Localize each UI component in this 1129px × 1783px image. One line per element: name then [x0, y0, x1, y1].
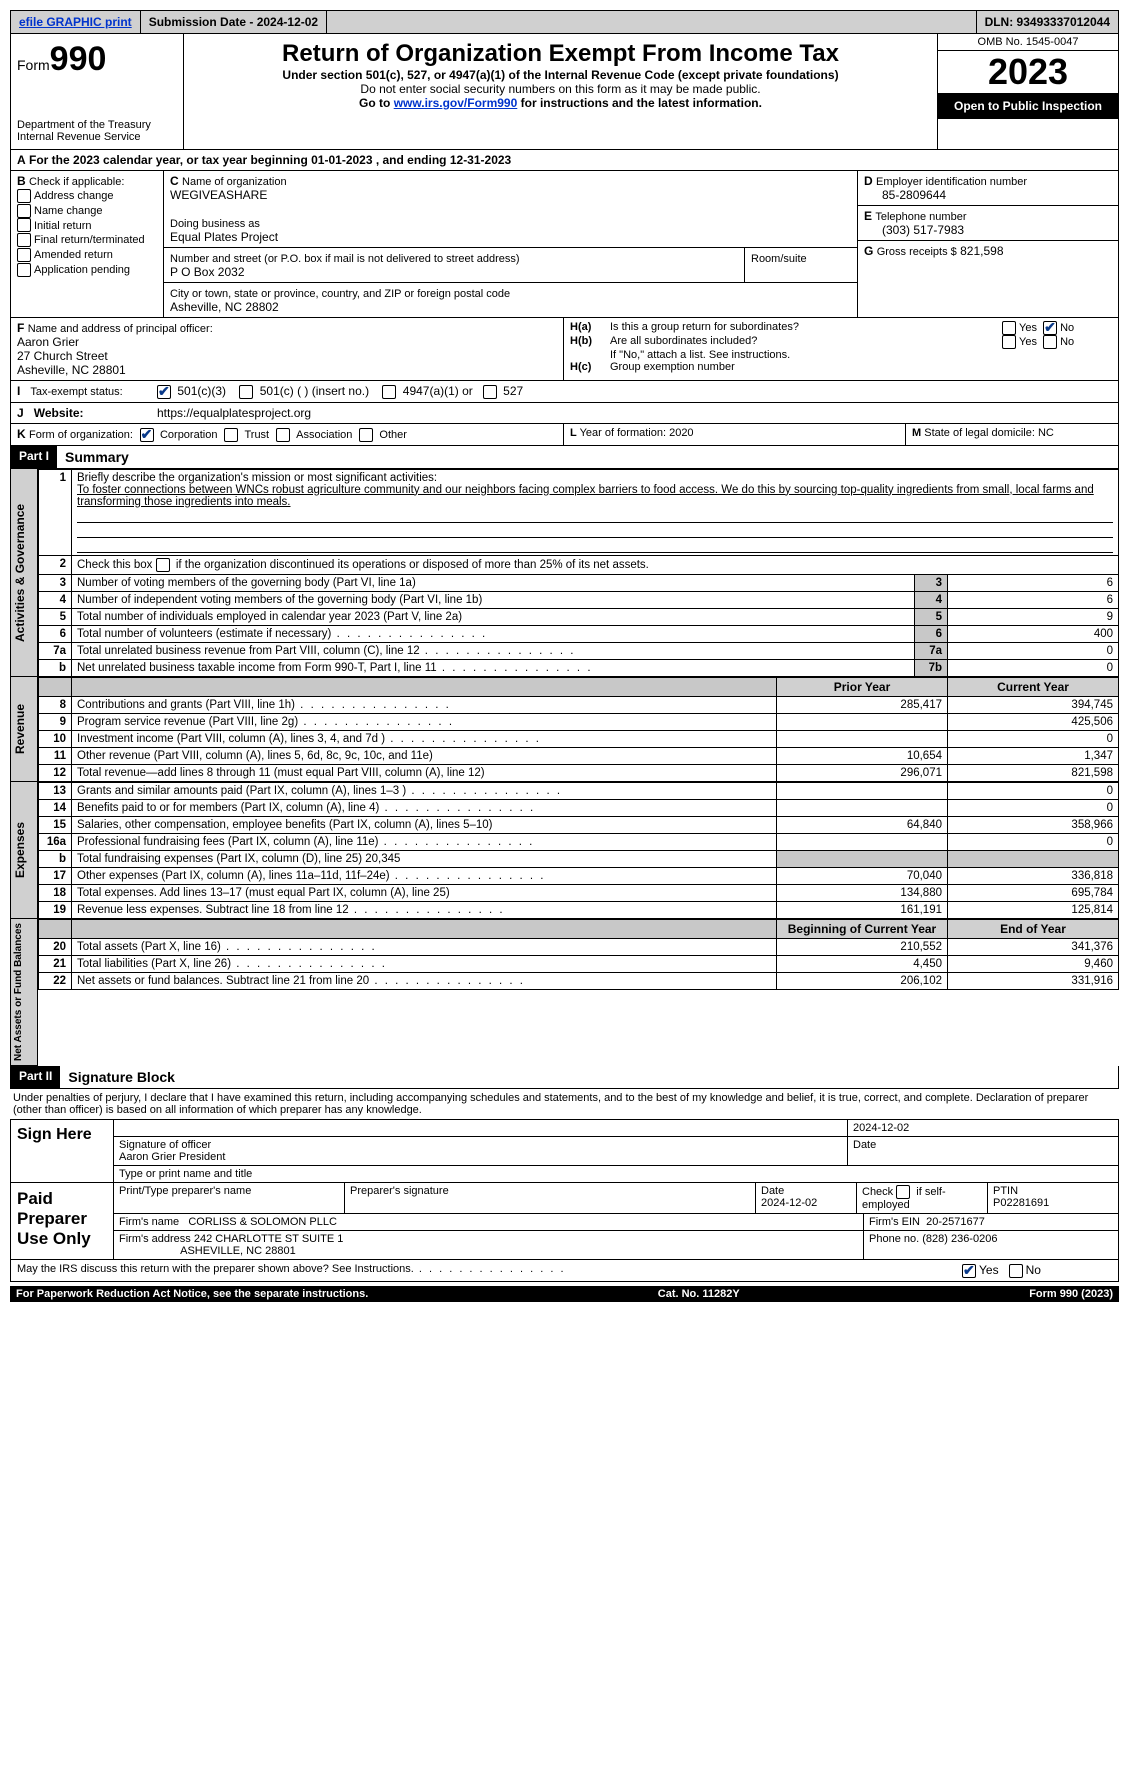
- net-assets-table: Beginning of Current YearEnd of Year 20T…: [38, 919, 1119, 990]
- checkbox-discuss-no[interactable]: [1009, 1264, 1023, 1278]
- part1-bar: Part I: [11, 446, 57, 468]
- dba-name: Equal Plates Project: [170, 230, 278, 244]
- checkbox-501c3[interactable]: [157, 385, 171, 399]
- checkbox-hb-no[interactable]: [1043, 335, 1057, 349]
- telephone: (303) 517-7983: [864, 223, 1112, 237]
- section-j: J Website: https://equalplatesproject.or…: [10, 403, 1119, 424]
- section-klm: K Form of organization: Corporation Trus…: [10, 424, 1119, 446]
- section-i: I Tax-exempt status: 501(c)(3) 501(c) ( …: [10, 381, 1119, 403]
- mission-text: To foster connections between WNCs robus…: [77, 484, 1094, 508]
- form-subtitle-2: Do not enter social security numbers on …: [190, 82, 931, 96]
- prep-date: 2024-12-02: [761, 1197, 817, 1209]
- checkbox-amended-return[interactable]: [17, 248, 31, 262]
- checkbox-corp[interactable]: [140, 428, 154, 442]
- tax-year: 2023: [938, 51, 1118, 93]
- firm-phone: (828) 236-0206: [922, 1233, 997, 1245]
- checkbox-4947[interactable]: [382, 385, 396, 399]
- street-address: P O Box 2032: [170, 265, 245, 279]
- summary-activities: 1 Briefly describe the organization's mi…: [38, 469, 1119, 677]
- expenses-table: 13Grants and similar amounts paid (Part …: [38, 782, 1119, 919]
- firm-ein: 20-2571677: [926, 1216, 985, 1228]
- checkbox-other[interactable]: [359, 428, 373, 442]
- city-state-zip: Asheville, NC 28802: [170, 300, 279, 314]
- org-name: WEGIVEASHARE: [170, 188, 267, 202]
- firm-addr1: 242 CHARLOTTE ST SUITE 1: [194, 1233, 344, 1245]
- revenue-table: Prior YearCurrent Year 8Contributions an…: [38, 677, 1119, 782]
- gross-receipts: 821,598: [960, 244, 1003, 258]
- checkbox-501c[interactable]: [239, 385, 253, 399]
- footer-right: Form 990 (2023): [1029, 1288, 1113, 1300]
- checkbox-discuss-yes[interactable]: [962, 1264, 976, 1278]
- ptin: P02281691: [993, 1197, 1049, 1209]
- line-a: A For the 2023 calendar year, or tax yea…: [10, 150, 1119, 171]
- part2-bar: Part II: [11, 1066, 60, 1088]
- form-subtitle-1: Under section 501(c), 527, or 4947(a)(1)…: [190, 68, 931, 82]
- open-inspection: Open to Public Inspection: [938, 93, 1118, 119]
- officer-addr2: Asheville, NC 28801: [17, 363, 126, 377]
- firm-name: CORLISS & SOLOMON PLLC: [188, 1216, 337, 1228]
- checkbox-ha-no[interactable]: [1043, 321, 1057, 335]
- footer-mid: Cat. No. 11282Y: [658, 1288, 740, 1300]
- footer: For Paperwork Reduction Act Notice, see …: [10, 1286, 1119, 1302]
- side-expenses: Expenses: [10, 782, 38, 919]
- section-bcd: B Check if applicable: Address change Na…: [10, 171, 1119, 318]
- dept-treasury: Department of the Treasury: [17, 119, 177, 131]
- part1-title: Summary: [57, 446, 137, 468]
- officer-name: Aaron Grier: [17, 335, 79, 349]
- officer-addr1: 27 Church Street: [17, 349, 108, 363]
- checkbox-assoc[interactable]: [276, 428, 290, 442]
- officer-signature-name: Aaron Grier President: [119, 1151, 225, 1163]
- top-bar: efile GRAPHIC print Submission Date - 20…: [10, 10, 1119, 34]
- section-fh: F Name and address of principal officer:…: [10, 318, 1119, 381]
- omb-number: OMB No. 1545-0047: [938, 34, 1118, 51]
- checkbox-final-return[interactable]: [17, 233, 31, 247]
- footer-left: For Paperwork Reduction Act Notice, see …: [16, 1288, 368, 1300]
- checkbox-discontinued[interactable]: [156, 558, 170, 572]
- ein: 85-2809644: [864, 188, 1112, 202]
- form-header: Form990 Department of the Treasury Inter…: [10, 34, 1119, 150]
- irs-link[interactable]: www.irs.gov/Form990: [394, 96, 518, 110]
- sign-date: 2024-12-02: [848, 1120, 1118, 1136]
- discuss-row: May the IRS discuss this return with the…: [10, 1260, 1119, 1282]
- section-deg: D Employer identification number 85-2809…: [857, 171, 1118, 317]
- efile-link[interactable]: efile GRAPHIC print: [11, 11, 141, 33]
- part2-title: Signature Block: [60, 1066, 183, 1088]
- checkbox-app-pending[interactable]: [17, 263, 31, 277]
- checkbox-self-employed[interactable]: [896, 1185, 910, 1199]
- dept-irs: Internal Revenue Service: [17, 131, 177, 143]
- sign-here-block: Sign Here 2024-12-02 Signature of office…: [10, 1119, 1119, 1183]
- side-revenue: Revenue: [10, 677, 38, 782]
- website-url[interactable]: https://equalplatesproject.org: [151, 403, 1118, 423]
- form-title: Return of Organization Exempt From Incom…: [190, 40, 931, 68]
- firm-addr2: ASHEVILLE, NC 28801: [180, 1245, 296, 1257]
- form-number: Form990: [17, 40, 177, 79]
- form-subtitle-3: Go to www.irs.gov/Form990 for instructio…: [190, 96, 931, 110]
- paid-preparer-block: Paid Preparer Use Only Print/Type prepar…: [10, 1183, 1119, 1260]
- checkbox-trust[interactable]: [224, 428, 238, 442]
- dln: DLN: 93493337012044: [976, 11, 1118, 33]
- section-c: C Name of organization WEGIVEASHARE Doin…: [164, 171, 857, 317]
- side-net: Net Assets or Fund Balances: [10, 919, 38, 1066]
- checkbox-address-change[interactable]: [17, 189, 31, 203]
- side-activities: Activities & Governance: [10, 469, 38, 677]
- year-formation: 2020: [669, 427, 693, 439]
- submission-date: Submission Date - 2024-12-02: [141, 11, 327, 33]
- state-domicile: NC: [1038, 427, 1054, 439]
- checkbox-initial-return[interactable]: [17, 218, 31, 232]
- checkbox-527[interactable]: [483, 385, 497, 399]
- checkbox-hb-yes[interactable]: [1002, 335, 1016, 349]
- checkbox-name-change[interactable]: [17, 204, 31, 218]
- section-b: B Check if applicable: Address change Na…: [11, 171, 164, 317]
- perjury-statement: Under penalties of perjury, I declare th…: [10, 1089, 1119, 1119]
- checkbox-ha-yes[interactable]: [1002, 321, 1016, 335]
